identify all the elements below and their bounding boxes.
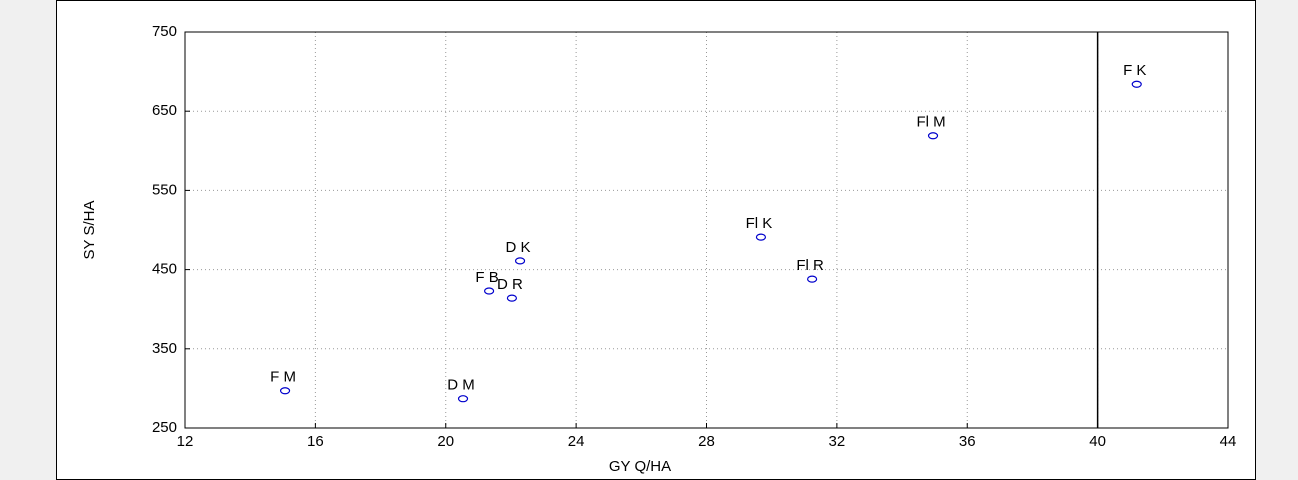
y-tick-label: 650	[152, 102, 177, 119]
x-tick-label: 44	[1220, 433, 1237, 450]
x-tick-label: 12	[177, 433, 194, 450]
point-label: F B	[475, 269, 498, 286]
x-axis-label: GY Q/HA	[609, 458, 671, 475]
y-tick-label: 750	[152, 23, 177, 40]
point	[927, 132, 939, 140]
point	[755, 233, 767, 241]
point-label: D K	[506, 239, 531, 256]
right-margin	[1256, 0, 1298, 480]
point	[483, 287, 495, 295]
x-tick-label: 28	[698, 433, 715, 450]
point-label: Fl M	[916, 114, 945, 131]
x-tick-label: 36	[959, 433, 976, 450]
left-margin	[0, 0, 56, 480]
x-tick-label: 32	[829, 433, 846, 450]
y-tick-label: 550	[152, 181, 177, 198]
y-tick-label: 250	[152, 419, 177, 436]
point-label: F K	[1123, 62, 1146, 79]
point	[279, 387, 291, 395]
point	[1131, 80, 1142, 88]
y-axis-label: SY S/HA	[81, 201, 98, 260]
point-label: D M	[447, 377, 475, 394]
point	[514, 257, 526, 265]
point	[506, 294, 518, 302]
y-tick-label: 350	[152, 340, 177, 357]
point-label: Fl K	[746, 215, 773, 232]
x-tick-label: 20	[437, 433, 454, 450]
point-label: D R	[497, 276, 523, 293]
point-label: Fl R	[796, 257, 824, 274]
point	[457, 395, 469, 403]
chart-frame	[56, 0, 1256, 480]
x-tick-label: 24	[568, 433, 585, 450]
x-tick-label: 40	[1089, 433, 1106, 450]
y-tick-label: 450	[152, 261, 177, 278]
point-label: F M	[270, 369, 296, 386]
point	[807, 275, 818, 283]
x-tick-label: 16	[307, 433, 324, 450]
plot-frame	[184, 31, 1229, 429]
